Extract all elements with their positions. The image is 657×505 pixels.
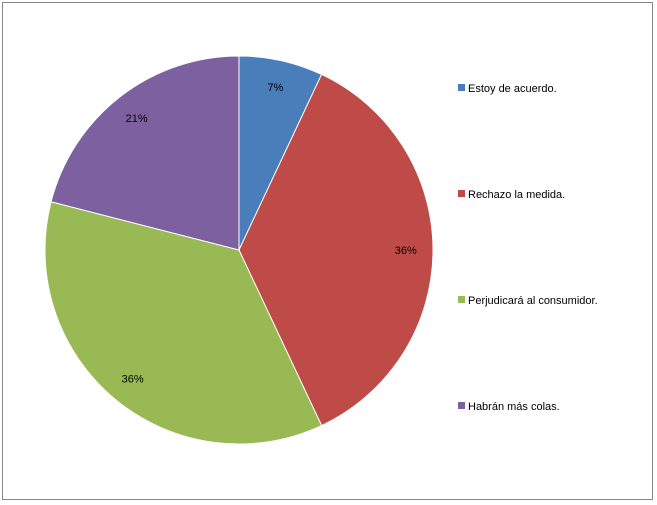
legend-item-4: Habrán más colas. (458, 401, 560, 413)
legend-item-3: Perjudicará al consumidor. (458, 295, 598, 307)
slices-layer (44, 55, 434, 445)
pie-slice-2 (238, 73, 434, 427)
pie-slice-4 (50, 55, 240, 251)
pie-slice-3 (44, 201, 323, 445)
legend-label-1: Estoy de acuerdo. (468, 83, 557, 95)
legend-label-3: Perjudicará al consumidor. (468, 295, 598, 307)
legend-swatch-3 (458, 296, 465, 303)
slice-data-label-1: 7% (267, 82, 283, 94)
slice-data-label-4: 21% (126, 113, 148, 125)
legend-item-1: Estoy de acuerdo. (458, 83, 557, 95)
slice-data-label-3: 36% (122, 374, 144, 386)
legend-label-2: Rechazo la medida. (468, 189, 565, 201)
slice-data-label-2: 36% (395, 245, 417, 257)
data-labels-layer: 7% 36% 36% 21% (122, 82, 417, 385)
legend-swatch-2 (458, 190, 465, 197)
legend-swatch-4 (458, 402, 465, 409)
legend: Estoy de acuerdo. Rechazo la medida. Perju… (458, 83, 598, 413)
legend-label-4: Habrán más colas. (468, 401, 560, 413)
legend-swatch-1 (458, 84, 465, 91)
legend-item-2: Rechazo la medida. (458, 189, 565, 201)
